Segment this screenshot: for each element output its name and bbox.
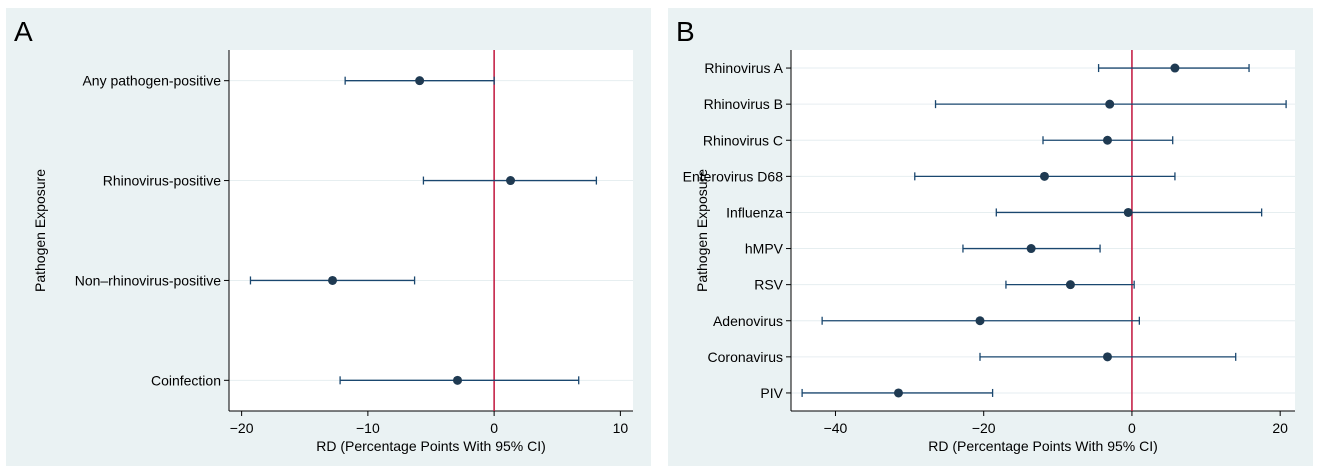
point-estimate <box>1065 280 1075 290</box>
point-estimate <box>506 176 516 186</box>
x-tick-label: 0 <box>490 420 498 436</box>
panel-a-letter: A <box>14 16 33 47</box>
panel-a-y-axis-title: Pathogen Exposure <box>32 169 48 292</box>
point-estimate <box>1026 244 1036 254</box>
point-estimate <box>1039 171 1049 181</box>
y-tick-label: PIV <box>760 385 783 401</box>
plot-area <box>229 50 633 411</box>
point-estimate <box>1102 352 1112 362</box>
point-estimate <box>893 388 903 398</box>
panel-b: B −40 −20 0 20 Rhinovirus A Rhinovirus B Rhino… <box>668 8 1313 466</box>
y-tick-label: Rhinovirus-positive <box>103 173 221 189</box>
x-tick-label: 10 <box>613 420 629 436</box>
y-tick-label: RSV <box>754 277 783 293</box>
y-tick-label: hMPV <box>745 241 784 257</box>
point-estimate <box>328 275 338 285</box>
x-tick-label: −20 <box>972 420 996 436</box>
panel-a: A −20 −10 0 10 Any pathogen-positive Rhinovir… <box>6 8 651 466</box>
panel-a-plot: −20 −10 0 10 Any pathogen-positive Rhinovirus… <box>75 50 633 436</box>
panel-b-letter: B <box>676 16 695 47</box>
point-estimate <box>415 76 425 86</box>
point-estimate <box>1102 135 1112 145</box>
y-tick-label: Enterovirus D68 <box>683 168 784 184</box>
panel-b-plot: −40 −20 0 20 Rhinovirus A Rhinovirus B Rhinovi… <box>683 50 1295 436</box>
point-estimate <box>1123 207 1133 217</box>
plot-area <box>791 50 1295 411</box>
y-tick-label: Influenza <box>726 204 783 220</box>
y-tick-label: Rhinovirus B <box>704 96 783 112</box>
y-tick-label: Adenovirus <box>713 313 783 329</box>
y-tick-label: Non–rhinovirus-positive <box>75 272 222 288</box>
y-tick-label: Coinfection <box>151 372 221 388</box>
x-tick-label: −10 <box>356 420 380 436</box>
point-estimate <box>975 316 985 326</box>
y-tick-label: Coronavirus <box>708 349 783 365</box>
panel-b-x-axis-title: RD (Percentage Points With 95% CI) <box>928 438 1158 454</box>
point-estimate <box>453 375 463 385</box>
point-estimate <box>1105 99 1115 109</box>
y-tick-label: Rhinovirus C <box>703 132 783 148</box>
panel-a-ylabel-wrap: Pathogen Exposure <box>6 8 48 466</box>
point-estimate <box>1170 63 1180 73</box>
panel-b-ylabel-wrap: Pathogen Exposure <box>668 8 710 466</box>
x-tick-label: −40 <box>824 420 848 436</box>
panel-a-x-axis-title: RD (Percentage Points With 95% CI) <box>316 438 546 454</box>
y-tick-label: Any pathogen-positive <box>82 73 221 89</box>
x-tick-label: 20 <box>1272 420 1288 436</box>
x-tick-label: −20 <box>230 420 254 436</box>
x-tick-label: 0 <box>1128 420 1136 436</box>
y-tick-label: Rhinovirus A <box>704 60 783 76</box>
panel-b-y-axis-title: Pathogen Exposure <box>694 169 710 292</box>
